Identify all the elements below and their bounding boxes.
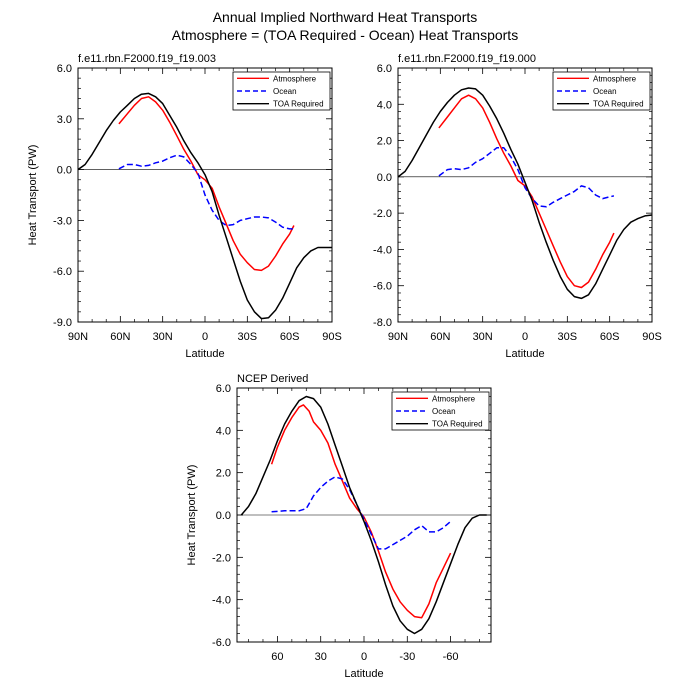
x-tick-label: 60S [280, 331, 300, 343]
x-tick-label: 90S [642, 331, 662, 343]
legend-label: TOA Required [273, 100, 324, 109]
series-line-ocean [118, 154, 294, 230]
chart-panel-3: NCEP Derived -6.0 -4.0 -2.0 0.0 2.0 4.0 6.0 60 30… [186, 373, 492, 680]
legend-label: Atmosphere [432, 394, 476, 403]
y-tick-label: 3.0 [57, 114, 72, 126]
x-tick-label: -30 [399, 651, 415, 663]
y-tick-label: 4.0 [216, 425, 231, 437]
panel-title: NCEP Derived [237, 373, 308, 385]
legend-label: TOA Required [432, 420, 483, 429]
legend-label: Atmosphere [273, 74, 317, 83]
y-tick-label: -4.0 [212, 595, 231, 607]
series-line-atmosphere [438, 94, 615, 289]
y-tick-label: -6.0 [53, 266, 72, 278]
y-tick-label: 2.0 [377, 136, 392, 148]
x-tick-label: 30 [315, 651, 327, 663]
series-line-toa-required [398, 87, 652, 300]
x-tick-label: 60N [110, 331, 130, 343]
chart-panel-1: f.e11.rbn.F2000.f19_f19.003 -9.0 -6.0 -3.0 0… [27, 53, 342, 360]
x-tick-label: 30N [153, 331, 173, 343]
x-tick-label: 90N [388, 331, 408, 343]
y-tick-label: -6.0 [373, 281, 392, 293]
y-tick-label: -3.0 [53, 215, 72, 227]
y-tick-label: 2.0 [216, 468, 231, 480]
series-line-toa-required [78, 92, 332, 320]
chart-panel-2: f.e11.rbn.F2000.f19_f19.000 -8.0 -6.0 -4.0 -… [373, 53, 662, 360]
y-tick-label: -2.0 [212, 552, 231, 564]
y-tick-label: -9.0 [53, 317, 72, 329]
series-line-ocean [438, 147, 615, 208]
y-tick-label: 6.0 [377, 63, 392, 75]
y-tick-label: 0.0 [216, 510, 231, 522]
series-line-toa-required [240, 395, 487, 635]
legend-label: TOA Required [593, 100, 644, 109]
x-tick-label: 0 [522, 331, 528, 343]
y-tick-label: -4.0 [373, 244, 392, 256]
x-axis-label: Latitude [344, 668, 383, 680]
series-line-ocean [271, 476, 452, 550]
x-axis-label: Latitude [505, 348, 544, 360]
x-axis-label: Latitude [185, 348, 224, 360]
legend-label: Ocean [593, 87, 617, 96]
legend: Atmosphere Ocean TOA Required [391, 391, 490, 431]
y-tick-label: 6.0 [216, 383, 231, 395]
x-tick-label: 60 [271, 651, 283, 663]
x-tick-label: 30S [558, 331, 578, 343]
legend: Atmosphere Ocean TOA Required [232, 71, 331, 111]
x-tick-label: 90S [322, 331, 342, 343]
x-tick-label: -60 [443, 651, 459, 663]
legend-label: Ocean [273, 87, 297, 96]
legend-label: Atmosphere [593, 74, 637, 83]
y-tick-label: -2.0 [373, 208, 392, 220]
x-tick-label: 0 [202, 331, 208, 343]
y-axis-label: Heat Transport (PW) [186, 465, 198, 566]
x-tick-label: 90N [68, 331, 88, 343]
y-axis-label: Heat Transport (PW) [27, 145, 39, 246]
figure-title-line1: Annual Implied Northward Heat Transports [213, 9, 478, 25]
series-line-atmosphere [270, 404, 452, 619]
y-tick-label: 6.0 [57, 63, 72, 75]
panel-title: f.e11.rbn.F2000.f19_f19.003 [78, 53, 216, 65]
x-tick-label: 60S [600, 331, 620, 343]
series-line-atmosphere [118, 96, 295, 272]
y-tick-label: -8.0 [373, 317, 392, 329]
legend-label: Ocean [432, 407, 456, 416]
y-tick-label: -6.0 [212, 637, 231, 649]
panel-title: f.e11.rbn.F2000.f19_f19.000 [398, 53, 536, 65]
y-tick-label: 4.0 [377, 99, 392, 111]
legend: Atmosphere Ocean TOA Required [552, 71, 651, 111]
x-tick-label: 0 [361, 651, 367, 663]
figure-title-line2: Atmosphere = (TOA Required - Ocean) Heat… [172, 27, 518, 43]
y-tick-label: 0.0 [57, 165, 72, 177]
y-tick-label: 0.0 [377, 172, 392, 184]
x-tick-label: 60N [430, 331, 450, 343]
x-tick-label: 30N [473, 331, 493, 343]
x-tick-label: 30S [238, 331, 258, 343]
